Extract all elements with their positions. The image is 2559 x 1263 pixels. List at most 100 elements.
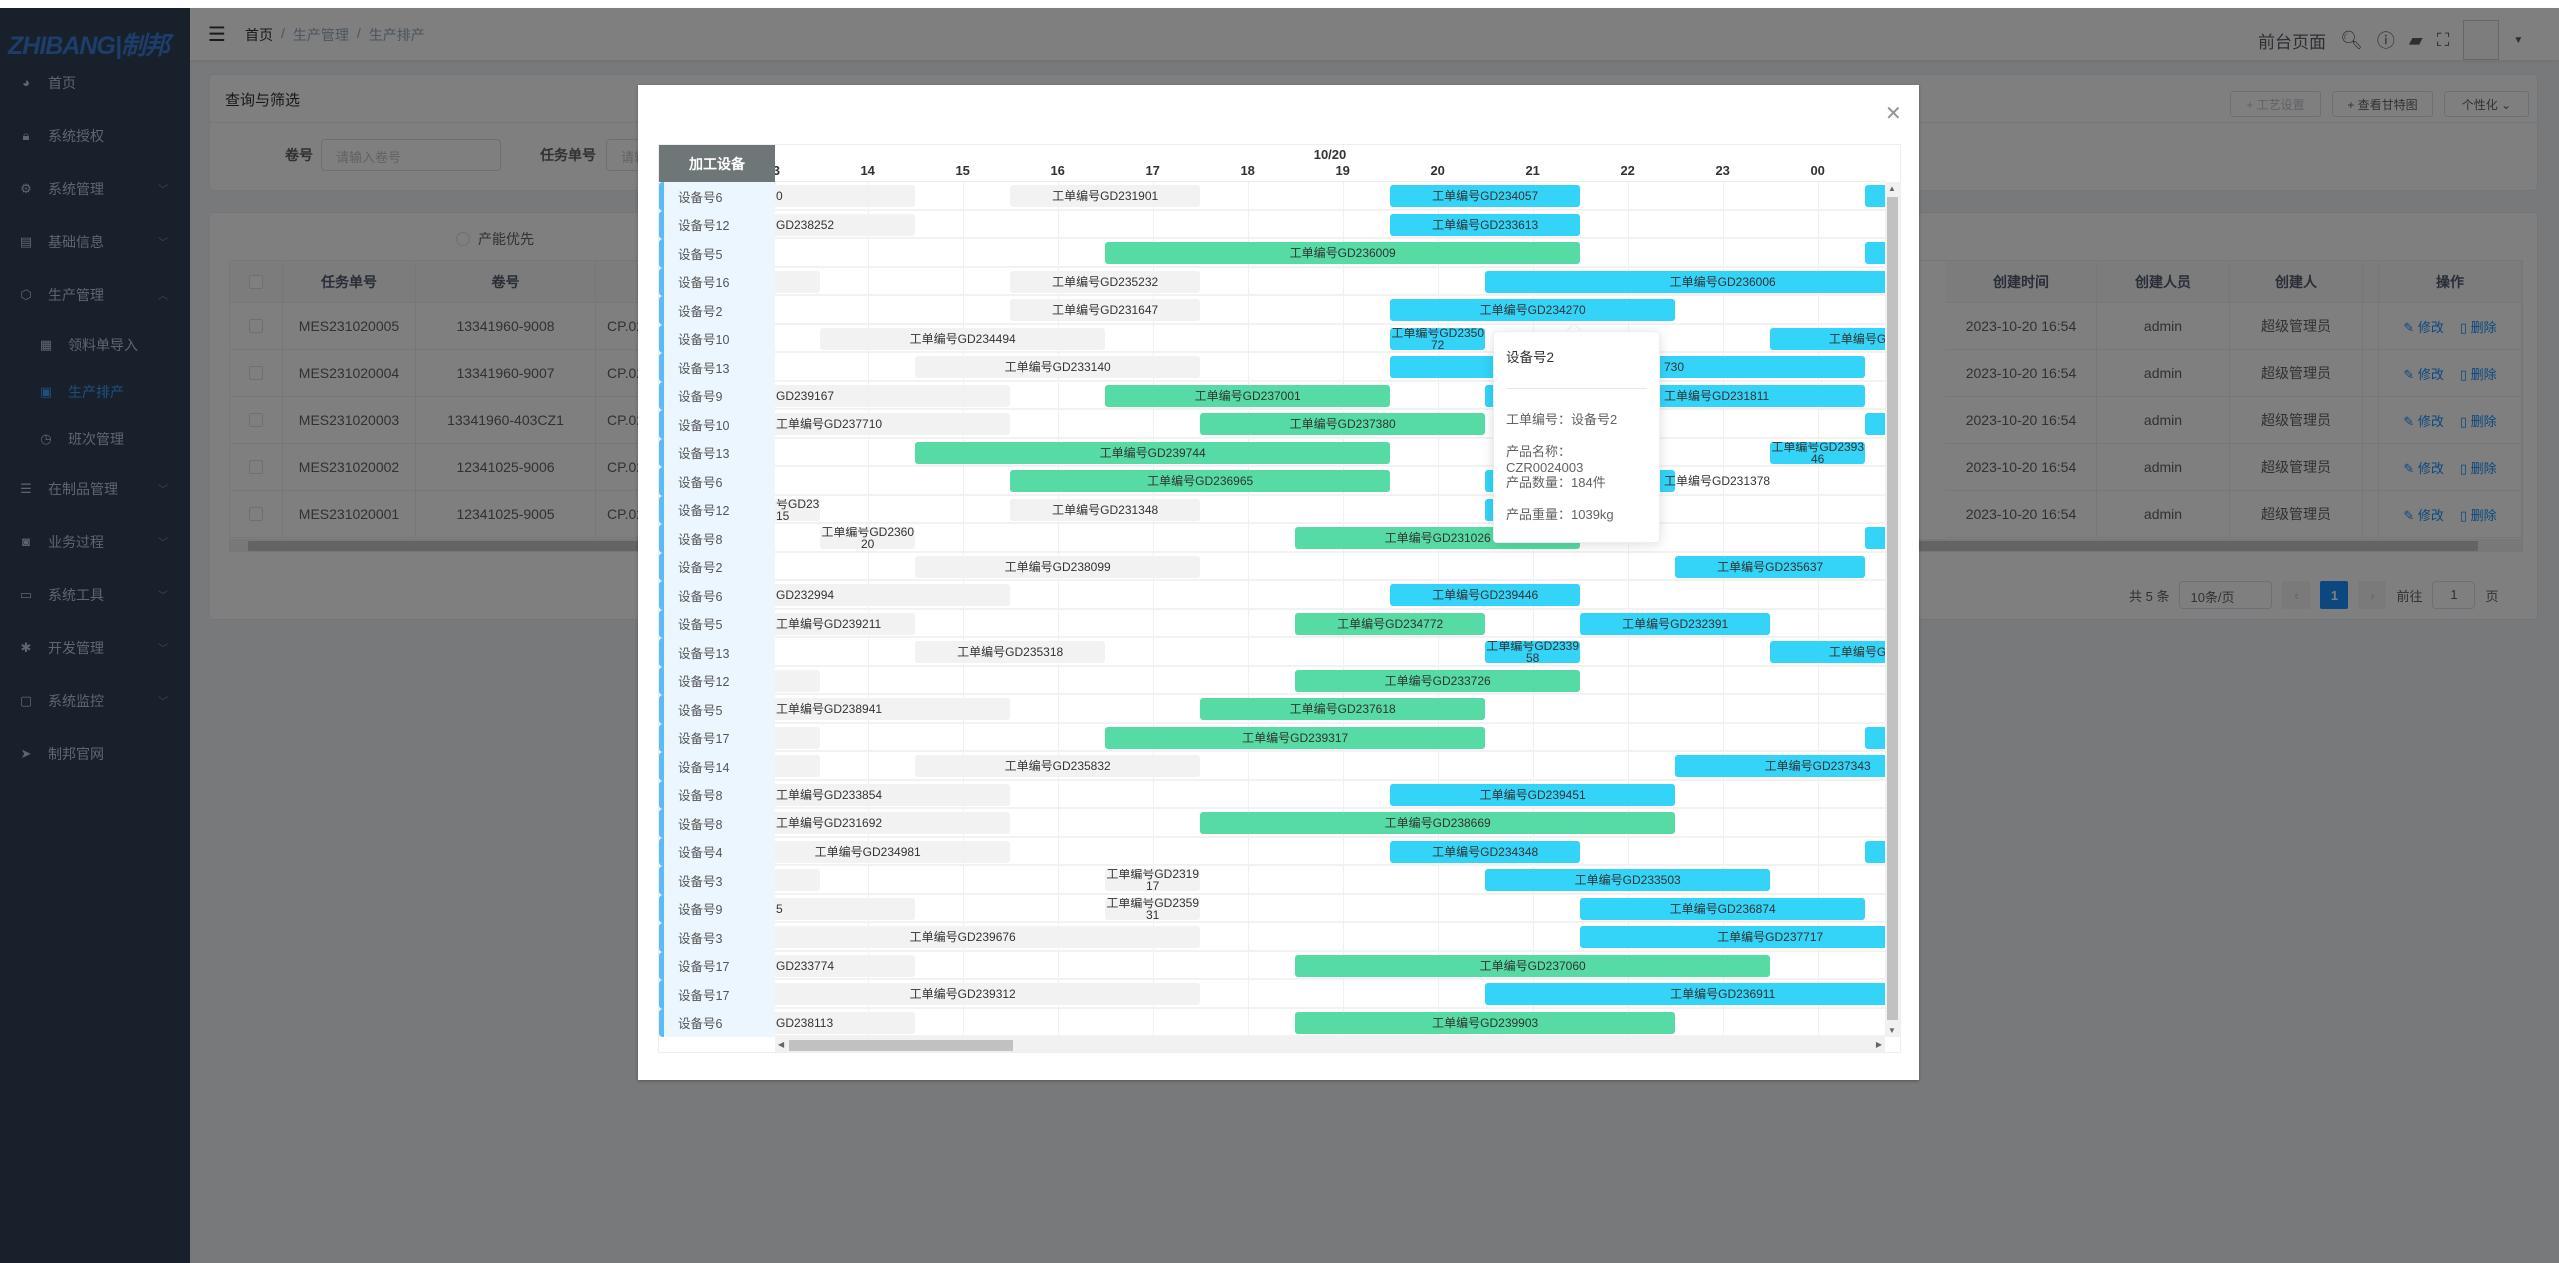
task-bar[interactable]: 工单编号GD235832 <box>915 755 1201 777</box>
task-bar[interactable]: 工单编号GD237380 <box>1200 413 1486 435</box>
task-bar[interactable]: 工单编号GD231917 <box>1105 869 1201 891</box>
task-bar[interactable]: 工单编号GD236006 <box>1485 270 1885 293</box>
task-bar[interactable]: 工单编号GD233613 <box>1390 213 1581 236</box>
task-bar[interactable]: 工单编号GD235232 <box>1010 270 1201 293</box>
task-bar[interactable]: 工单编号GD235637 <box>1675 555 1866 578</box>
task-bar[interactable]: 号GD2315 <box>775 498 821 521</box>
task-bar[interactable]: 工单编号GD235318 <box>915 641 1106 663</box>
vertical-scrollbar[interactable]: ▲ ▼ <box>1885 182 1900 1037</box>
task-bar[interactable]: 工单编号GD239346 <box>1770 441 1866 464</box>
task-bar[interactable]: GD238252 <box>775 213 916 236</box>
device-row-label[interactable]: 设备号16 <box>659 267 775 296</box>
task-bar[interactable] <box>775 869 821 891</box>
task-bar[interactable]: 工单编号GD239446 <box>1390 584 1581 606</box>
task-bar[interactable]: 工单编号GD239903 <box>1295 1011 1676 1034</box>
task-bar[interactable]: 工单编号GD233726 <box>1295 669 1581 692</box>
device-row-label[interactable]: 设备号6 <box>659 467 775 496</box>
device-row-label[interactable]: 设备号4 <box>659 837 775 866</box>
task-bar[interactable]: 工单编号GD236911 <box>1485 983 1885 1005</box>
task-bar[interactable]: 5 <box>775 897 916 920</box>
task-bar[interactable]: 工单编号GD236020 <box>820 527 916 549</box>
task-bar[interactable]: 工单编号GD233854 <box>775 783 1011 806</box>
task-bar[interactable]: 工单编号GD239676 <box>775 926 1201 948</box>
device-row-label[interactable]: 设备号8 <box>659 524 775 553</box>
task-bar[interactable]: GD238113 <box>775 1011 916 1034</box>
device-row-label[interactable]: 设备号6 <box>659 1008 775 1037</box>
task-bar[interactable]: 工单编号GD234494 <box>820 327 1106 350</box>
task-bar[interactable] <box>1865 726 1885 749</box>
task-bar[interactable]: 工单编号GD237717 <box>1580 926 1885 948</box>
device-row-label[interactable]: 设备号3 <box>659 923 775 952</box>
device-row-label[interactable]: 设备号5 <box>659 609 775 638</box>
task-bar[interactable]: 工单编号GD234981 <box>775 840 1011 863</box>
device-row-label[interactable]: 设备号13 <box>659 353 775 382</box>
task-bar[interactable]: 工单编号GD235931 <box>1105 897 1201 920</box>
device-row-label[interactable]: 设备号17 <box>659 951 775 980</box>
task-bar[interactable]: 工单编号GD237710 <box>775 413 1011 435</box>
task-bar[interactable]: 工单编号GD237001 <box>1105 384 1391 407</box>
task-bar[interactable]: 工单编号GD239312 <box>775 983 1201 1005</box>
task-bar[interactable]: 工单编号GD234772 <box>1295 612 1486 635</box>
task-bar[interactable]: 工单编号GD239317 <box>1105 726 1486 749</box>
task-bar[interactable]: 工单编号GD238669 <box>1200 812 1676 834</box>
task-bar[interactable]: 工单编号GD234270 <box>1390 299 1676 321</box>
task-bar[interactable]: 工单编号GD235072 <box>1390 327 1486 350</box>
task-bar[interactable] <box>775 270 821 293</box>
horizontal-scroll-thumb[interactable] <box>789 1040 1013 1051</box>
task-bar[interactable]: 工单编号GD233140 <box>915 356 1201 378</box>
task-bar[interactable]: 工单编号GD239451 <box>1390 783 1676 806</box>
device-row-label[interactable]: 设备号5 <box>659 239 775 268</box>
task-bar[interactable]: 工单编号GD2 <box>1770 641 1885 663</box>
device-row-label[interactable]: 设备号14 <box>659 752 775 781</box>
device-row-label[interactable]: 设备号6 <box>659 182 775 211</box>
task-bar[interactable] <box>1865 413 1885 435</box>
device-row-label[interactable]: 设备号6 <box>659 581 775 610</box>
task-bar[interactable] <box>775 755 821 777</box>
task-bar[interactable]: 工单编号GD236874 <box>1580 897 1866 920</box>
device-row-label[interactable]: 设备号2 <box>659 296 775 325</box>
task-bar[interactable] <box>1865 527 1885 549</box>
task-bar[interactable]: 工单编号GD231647 <box>1010 299 1201 321</box>
task-bar[interactable]: 工单编号GD238941 <box>775 698 1011 720</box>
task-bar[interactable]: 工单编号GD231692 <box>775 812 1011 834</box>
vertical-scroll-thumb[interactable] <box>1887 197 1898 1020</box>
task-bar[interactable]: 工单编号GD237618 <box>1200 698 1486 720</box>
task-bar[interactable] <box>1865 185 1885 207</box>
task-bar[interactable]: 工单编号GD238099 <box>915 555 1201 578</box>
scroll-down-icon[interactable]: ▼ <box>1888 1026 1896 1035</box>
task-bar[interactable]: 工单编号GD237060 <box>1295 954 1771 977</box>
scroll-right-icon[interactable]: ▶ <box>1875 1040 1882 1049</box>
scroll-up-icon[interactable]: ▲ <box>1888 184 1896 193</box>
device-row-label[interactable]: 设备号10 <box>659 410 775 439</box>
task-bar[interactable]: GD232994 <box>775 584 1011 606</box>
device-row-label[interactable]: 设备号2 <box>659 552 775 581</box>
device-row-label[interactable]: 设备号12 <box>659 210 775 239</box>
task-bar[interactable]: 工单编号GD231901 <box>1010 185 1201 207</box>
task-bar[interactable]: 工单编号GD234057 <box>1390 185 1581 207</box>
device-row-label[interactable]: 设备号9 <box>659 894 775 923</box>
task-bar[interactable]: 工单编号GD233958 <box>1485 641 1581 663</box>
device-row-label[interactable]: 设备号5 <box>659 695 775 724</box>
task-bar[interactable]: GD239167 <box>775 384 1011 407</box>
device-row-label[interactable]: 设备号12 <box>659 666 775 695</box>
task-bar[interactable] <box>775 726 821 749</box>
device-row-label[interactable]: 设备号9 <box>659 381 775 410</box>
task-bar[interactable]: 工单编号GD2 <box>1770 327 1885 350</box>
task-bar[interactable] <box>1865 840 1885 863</box>
task-bar[interactable]: 工单编号GD237343 <box>1675 755 1885 777</box>
device-row-label[interactable]: 设备号17 <box>659 723 775 752</box>
task-bar[interactable]: 工单编号GD239744 <box>915 441 1391 464</box>
task-bar[interactable]: 工单编号GD236965 <box>1010 470 1391 492</box>
task-bar[interactable]: 工单编号GD232391 <box>1580 612 1771 635</box>
device-row-label[interactable]: 设备号3 <box>659 866 775 895</box>
device-row-label[interactable]: 设备号10 <box>659 324 775 353</box>
device-row-label[interactable]: 设备号8 <box>659 780 775 809</box>
device-row-label[interactable]: 设备号13 <box>659 638 775 667</box>
task-bar[interactable]: 工单编号GD233503 <box>1485 869 1771 891</box>
task-bar[interactable]: GD233774 <box>775 954 916 977</box>
task-bar[interactable] <box>775 669 821 692</box>
scroll-left-icon[interactable]: ◀ <box>778 1040 785 1049</box>
device-row-label[interactable]: 设备号12 <box>659 495 775 524</box>
task-bar[interactable]: 工单编号GD231348 <box>1010 498 1201 521</box>
task-bar[interactable] <box>1865 242 1885 264</box>
